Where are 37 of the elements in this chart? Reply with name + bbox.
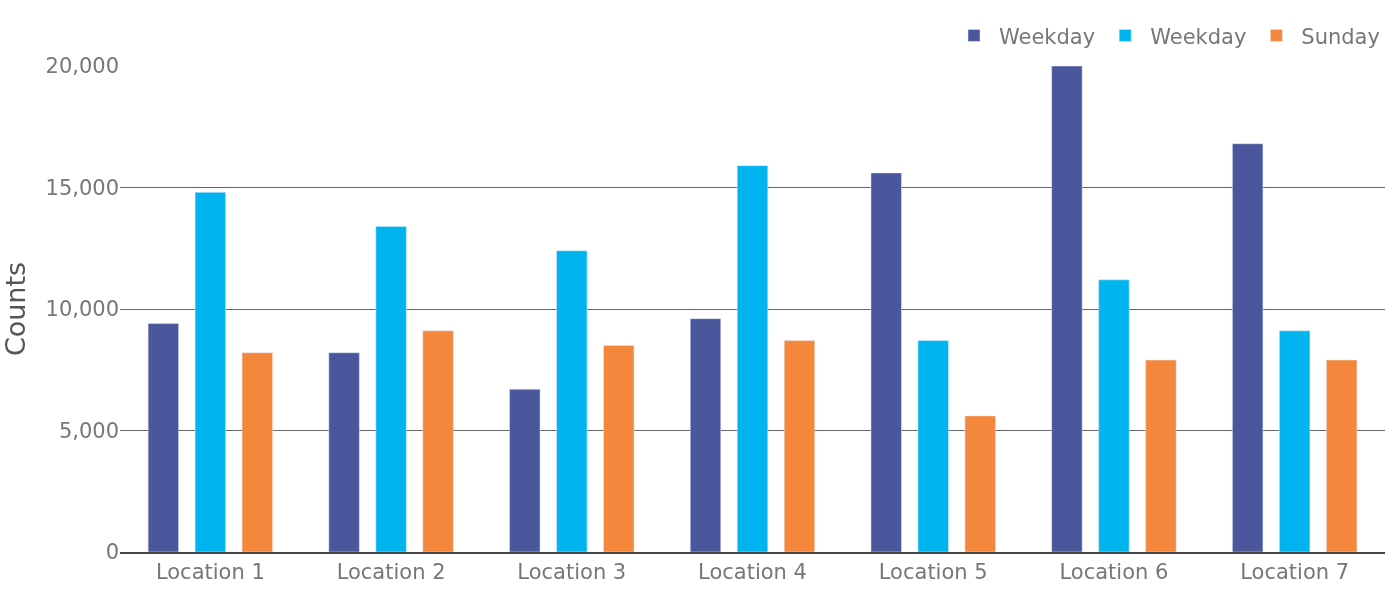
bar	[241, 352, 273, 552]
bar	[422, 330, 454, 552]
x-tick-label: Location 3	[517, 560, 627, 585]
x-tick-label: Location 1	[155, 560, 265, 585]
bar	[556, 250, 588, 552]
bar	[964, 415, 996, 552]
bar	[1098, 279, 1130, 552]
bar	[1326, 359, 1358, 552]
bar	[194, 192, 226, 552]
x-tick-label: Location 2	[336, 560, 446, 585]
legend-label: Weekday	[999, 24, 1096, 49]
legend-label: Weekday	[1150, 24, 1247, 49]
bar	[1145, 359, 1177, 552]
y-tick-label: 20,000	[45, 54, 119, 79]
y-axis-title: Counts	[0, 261, 31, 357]
bar	[1051, 66, 1083, 552]
x-tick-label: Location 5	[878, 560, 988, 585]
bar	[870, 172, 902, 552]
y-tick-label: 5,000	[58, 418, 119, 443]
legend-label: Sunday	[1301, 24, 1380, 49]
y-tick-label: 15,000	[45, 175, 119, 200]
bar	[689, 318, 722, 552]
x-tick-label: Location 6	[1059, 560, 1169, 585]
x-tick-label: Location 7	[1240, 560, 1350, 585]
bar	[603, 345, 635, 552]
bar	[736, 165, 769, 552]
bar	[917, 340, 949, 552]
bar	[509, 388, 541, 552]
bar	[1232, 143, 1264, 552]
bar	[1279, 330, 1311, 552]
y-tick-label: 0	[105, 540, 119, 565]
bar	[375, 226, 407, 552]
y-tick-label: 10,000	[45, 297, 119, 322]
bar	[147, 323, 179, 552]
bar	[783, 340, 816, 552]
x-tick-label: Location 4	[698, 560, 807, 585]
bar	[328, 352, 360, 552]
